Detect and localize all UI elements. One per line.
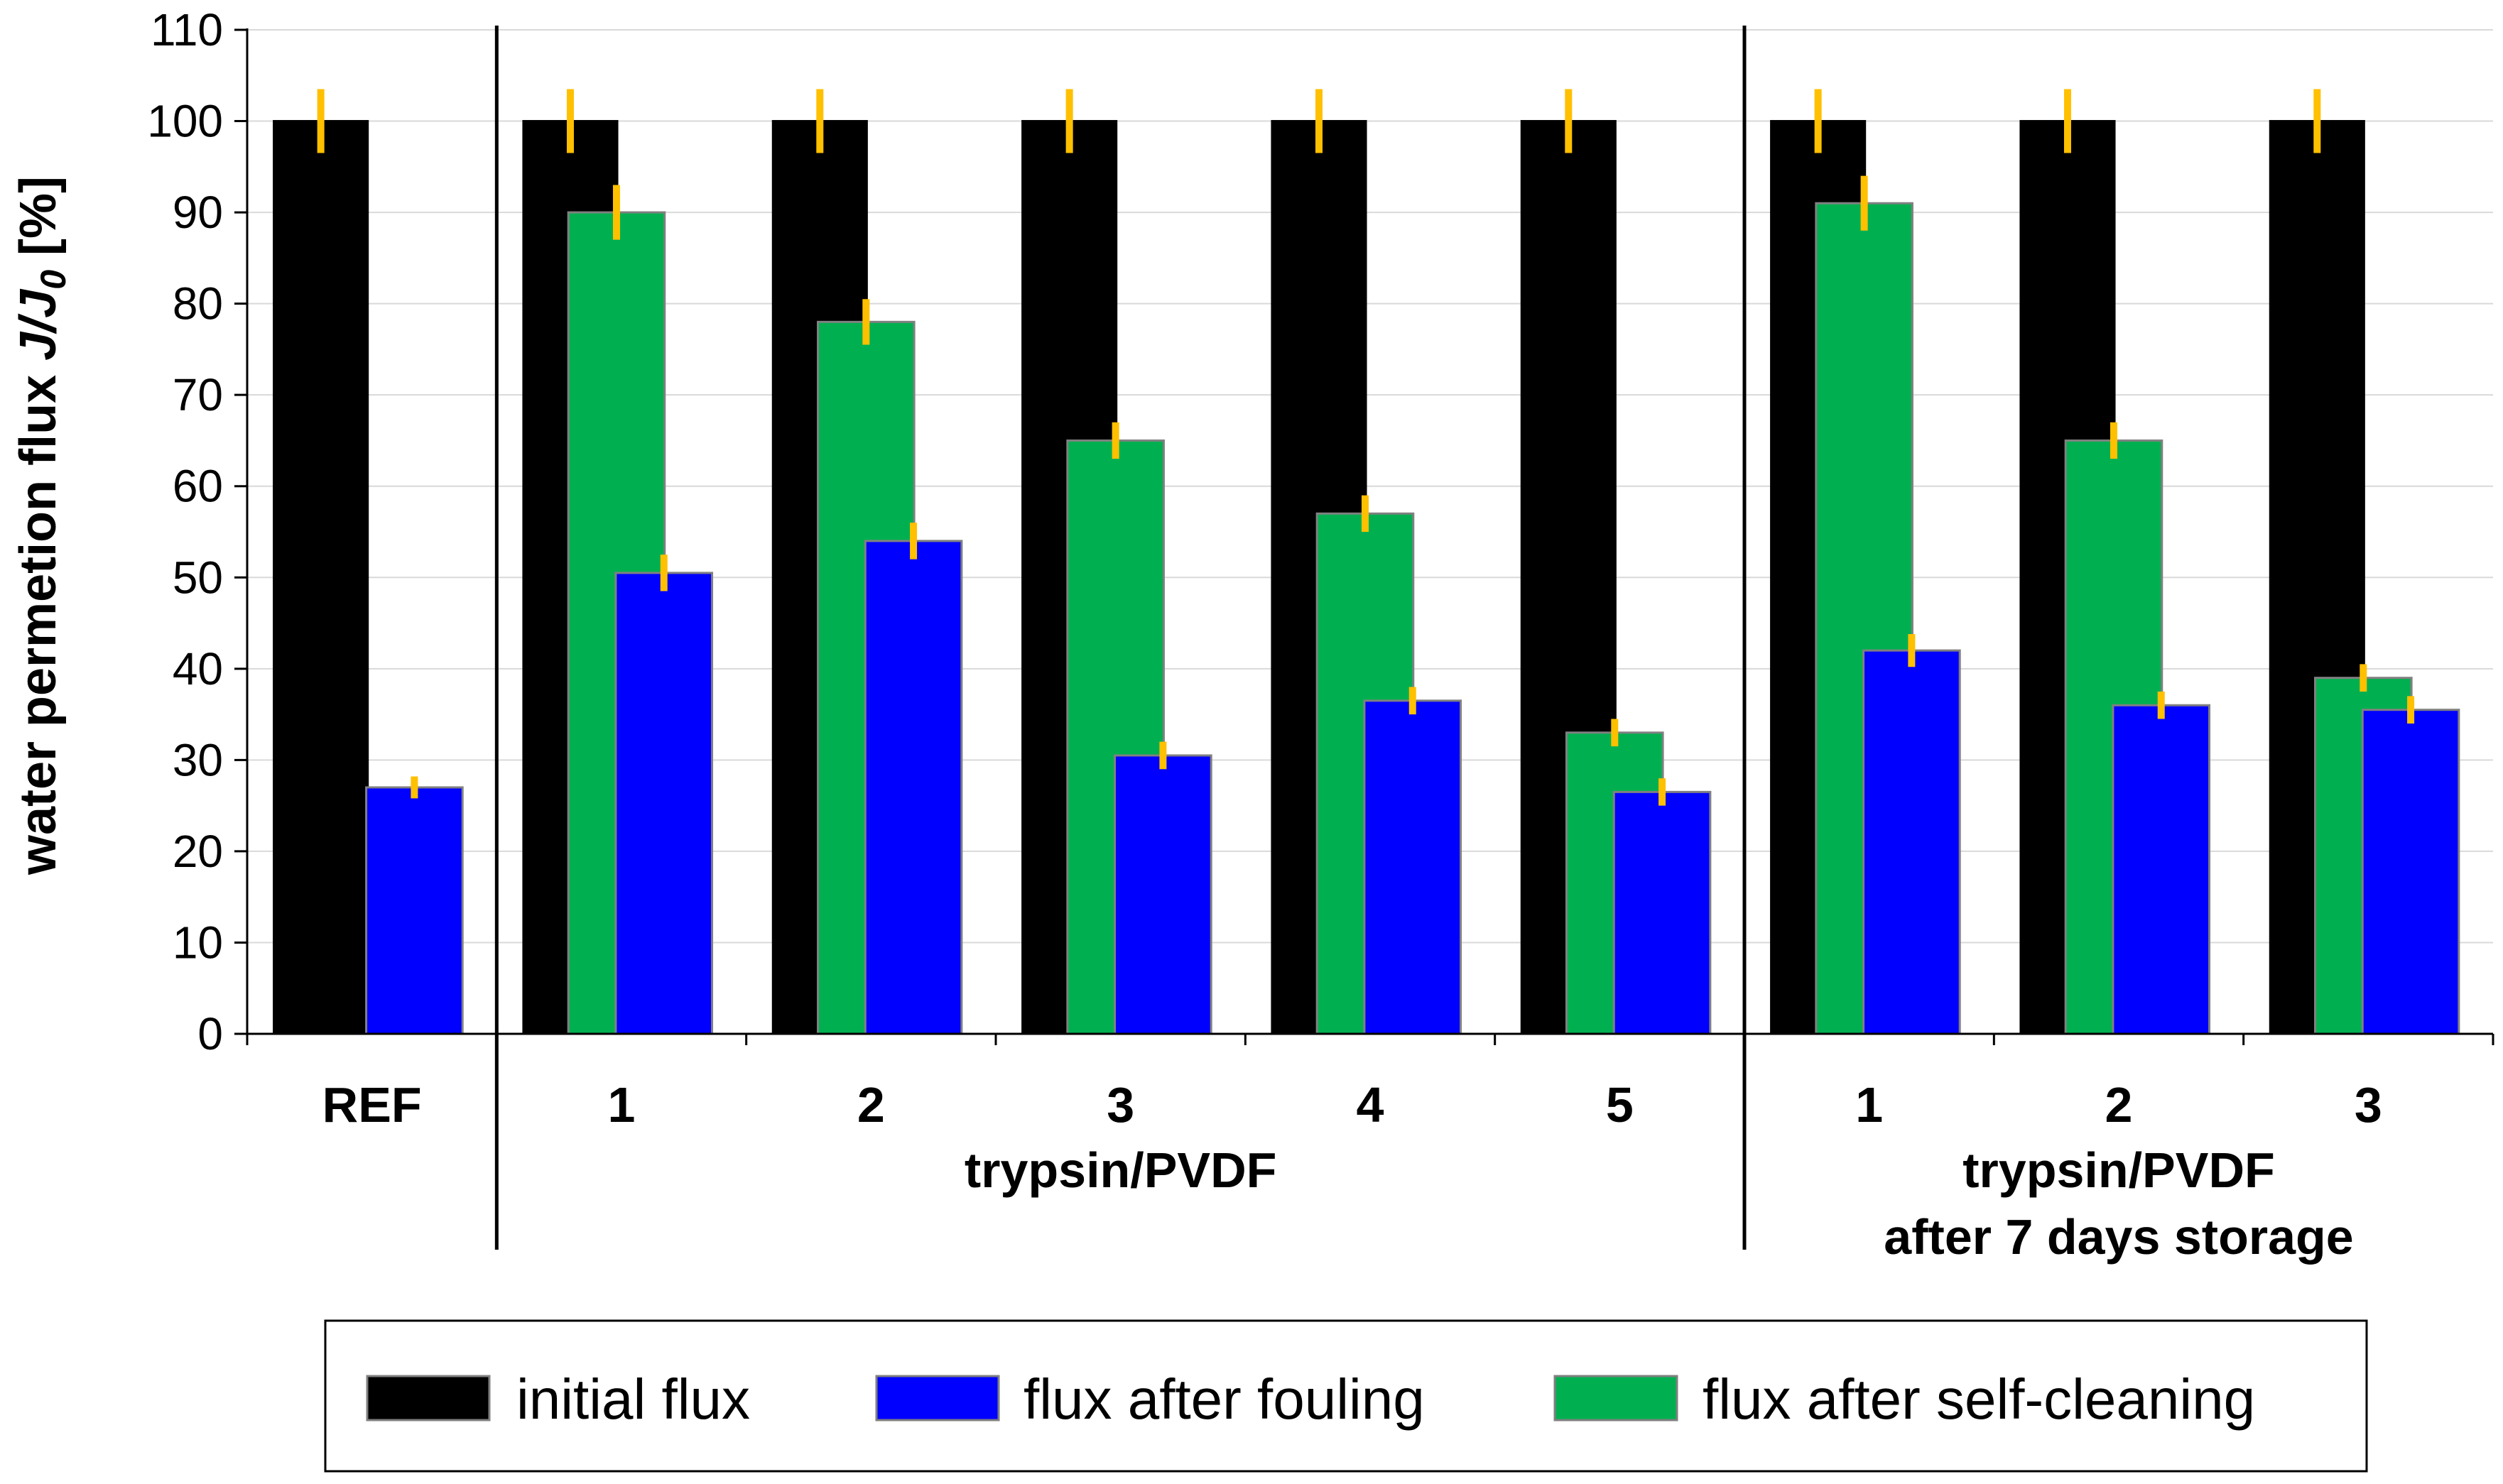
x-group-label: trypsin/PVDF — [1962, 1142, 2275, 1198]
y-tick-label: 110 — [151, 4, 223, 55]
legend-label-initial: initial flux — [516, 1368, 750, 1431]
y-axis-label: water permetion flux J/J0 [%] — [10, 176, 73, 875]
y-tick-label: 50 — [173, 552, 223, 603]
bar-fouling — [2112, 704, 2211, 1035]
x-category-label: 2 — [857, 1077, 885, 1133]
legend-label-selfclean: flux after self-cleaning — [1703, 1368, 2255, 1431]
x-category-label: REF — [322, 1077, 422, 1133]
y-tick-label: 20 — [173, 826, 223, 877]
bar-fouling — [365, 786, 464, 1035]
legend-swatch-fouling — [875, 1375, 1000, 1422]
bar-fouling — [1363, 699, 1462, 1035]
y-tick-label: 30 — [173, 734, 223, 785]
y-tick-label: 70 — [173, 369, 223, 420]
bar-fouling — [2361, 709, 2460, 1035]
bar-initial — [273, 120, 369, 1035]
legend-frame — [324, 1319, 2368, 1473]
y-tick-label: 80 — [173, 278, 223, 329]
bar-fouling — [864, 540, 963, 1035]
x-category-label: 4 — [1357, 1077, 1384, 1133]
x-category-label: 2 — [2105, 1077, 2133, 1133]
y-tick-label: 100 — [147, 96, 223, 147]
legend-swatch-initial — [366, 1375, 491, 1422]
y-tick-label: 90 — [173, 187, 223, 238]
bar-fouling — [1612, 790, 1712, 1035]
x-group-label: after 7 days storage — [1884, 1209, 2353, 1265]
legend: initial flux flux after fouling flux aft… — [324, 1319, 2368, 1473]
legend-label-fouling: flux after fouling — [1024, 1368, 1425, 1431]
error-bars — [317, 89, 2415, 806]
y-tick-label: 10 — [173, 917, 223, 968]
axes — [246, 26, 2494, 1250]
y-axis-ticks: 0 10 20 30 40 50 60 70 80 90 100 110 — [147, 4, 247, 1059]
y-tick-label: 0 — [197, 1008, 223, 1059]
bar-fouling — [614, 572, 714, 1035]
x-axis-labels: REF 1 2 3 4 5 1 2 3 trypsin/PVDF trypsin/PVDF after… — [322, 1077, 2382, 1265]
y-tick-label: 40 — [173, 643, 223, 694]
y-axis-title: water permetion flux J/J0 [%] — [10, 176, 73, 875]
x-category-label: 1 — [608, 1077, 636, 1133]
x-group-label: trypsin/PVDF — [965, 1142, 1277, 1198]
x-category-label: 5 — [1606, 1077, 1634, 1133]
x-category-label: 1 — [1855, 1077, 1883, 1133]
bar-fouling — [1862, 649, 1961, 1035]
x-category-label: 3 — [1107, 1077, 1134, 1133]
x-category-label: 3 — [2355, 1077, 2382, 1133]
bars — [273, 120, 2460, 1035]
legend-swatch-selfclean — [1553, 1375, 1678, 1422]
bar-fouling — [1114, 754, 1212, 1035]
y-tick-label: 60 — [173, 461, 223, 512]
